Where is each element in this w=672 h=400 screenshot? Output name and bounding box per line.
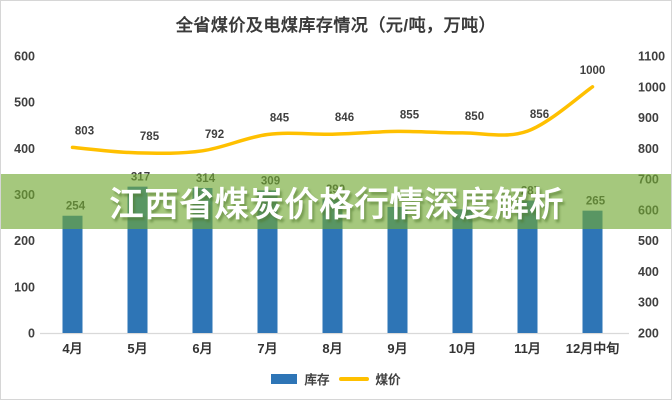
inventory-bar [62, 215, 83, 333]
promo-banner-text: 江西省煤炭价格行情深度解析 [109, 186, 565, 224]
legend-label-inventory: 库存 [304, 373, 330, 387]
x-axis-category-label: 10月 [449, 341, 476, 356]
y-axis-left-tick-label: 400 [14, 142, 35, 156]
y-axis-right-tick-label: 200 [638, 327, 659, 341]
legend-item-price: 煤价 [338, 369, 401, 388]
price-point-label: 785 [140, 131, 160, 143]
price-point-label: 846 [335, 112, 354, 124]
inventory-bar [582, 210, 603, 333]
x-axis-category-label: 4月 [62, 341, 82, 356]
y-axis-right-tick-label: 500 [638, 234, 659, 248]
inventory-bar [517, 200, 538, 333]
price-point-label: 850 [465, 111, 484, 123]
price-point-label: 792 [205, 129, 224, 141]
y-axis-left-tick-label: 600 [14, 50, 35, 64]
x-axis-category-label: 12月中旬 [566, 341, 619, 356]
price-point-label: 856 [530, 109, 549, 121]
x-axis-category-label: 7月 [257, 341, 277, 356]
y-axis-left-tick-label: 500 [14, 96, 35, 110]
y-axis-right-tick-label: 1100 [638, 50, 665, 64]
line-swatch-icon [338, 376, 369, 381]
bar-swatch-icon [271, 373, 298, 384]
x-axis-category-label: 6月 [192, 341, 212, 356]
y-axis-right-tick-label: 400 [638, 265, 659, 279]
promo-banner: 江西省煤炭价格行情深度解析 [1, 174, 671, 229]
y-axis-left-tick-label: 0 [28, 327, 35, 341]
inventory-bar [387, 206, 408, 333]
y-axis-right-tick-label: 900 [638, 111, 659, 125]
x-axis-category-label: 11月 [514, 341, 541, 356]
legend-label-price: 煤价 [375, 373, 401, 387]
price-point-label: 803 [75, 125, 94, 137]
y-axis-right-tick-label: 800 [638, 142, 659, 156]
price-point-label: 855 [400, 109, 420, 121]
chart-title: 全省煤价及电煤库存情况（元/吨，万吨） [175, 16, 497, 35]
price-point-label: 1000 [580, 65, 606, 77]
y-axis-left-tick-label: 100 [14, 280, 35, 294]
inventory-bar [322, 199, 343, 333]
x-axis-category-label: 8月 [322, 341, 342, 356]
y-axis-left-tick-label: 200 [14, 234, 35, 248]
inventory-bar [452, 209, 473, 333]
legend-item-inventory: 库存 [271, 369, 330, 388]
chart-legend: 库存 煤价 [1, 369, 671, 388]
price-point-label: 845 [270, 112, 290, 124]
x-axis-category-label: 9月 [387, 341, 407, 356]
y-axis-right-tick-label: 1000 [638, 80, 666, 94]
x-axis-category-label: 5月 [127, 341, 147, 356]
price-line [70, 85, 595, 156]
y-axis-right-tick-label: 300 [638, 296, 659, 310]
